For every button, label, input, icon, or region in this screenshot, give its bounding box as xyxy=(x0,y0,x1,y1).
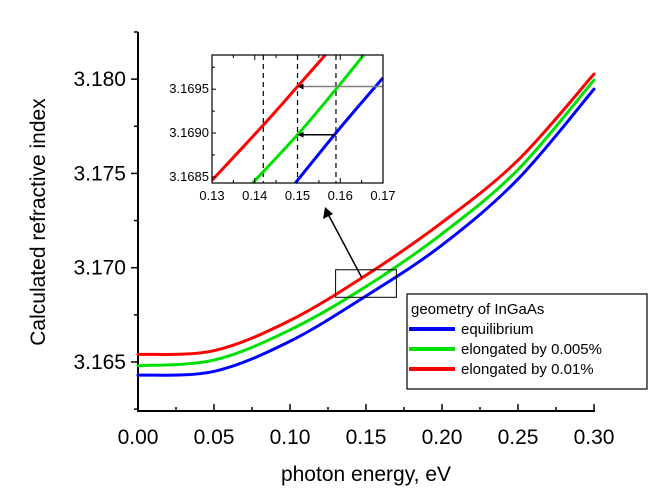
inset-arrow-head xyxy=(297,83,304,90)
x-tick-label: 0.20 xyxy=(422,426,463,449)
y-tick-label: 3.175 xyxy=(73,162,126,185)
inset-arrow-head xyxy=(297,131,304,138)
main-axes: 0.00 0.05 0.10 0.15 0.20 0.25 0.30 3.1653.1703… xyxy=(73,31,615,449)
y-tick-label: 3.180 xyxy=(73,68,126,91)
zoom-arrow-line xyxy=(327,213,363,279)
inset-y-tick-label: 3.1690 xyxy=(169,125,209,140)
inset-y-tick-label: 3.1695 xyxy=(169,81,209,96)
series-line-elongated-by-0-005- xyxy=(136,78,596,368)
y-axis-title: Calculated refractive index xyxy=(27,98,50,346)
y-tick-label: 3.170 xyxy=(73,257,126,280)
inset-y-ticks: 3.1685 3.1690 3.1695 xyxy=(169,66,216,184)
inset-dashed-lines xyxy=(262,55,337,183)
inset-series xyxy=(210,54,385,185)
series-line-equilibrium xyxy=(136,87,596,377)
legend: geometry of InGaAs equilibrium elongated … xyxy=(406,293,648,390)
zoom-arrow-head xyxy=(323,207,333,219)
zoom-arrow xyxy=(323,207,363,279)
x-tick-label: 0.25 xyxy=(498,426,539,449)
legend-label: elongated by 0.01% xyxy=(461,361,594,378)
legend-items: equilibrium elongated by 0.005% elongated … xyxy=(409,321,602,378)
x-tick-label: 0.00 xyxy=(118,426,159,449)
y-ticks: 3.165 3.170 3.175 3.180 xyxy=(73,31,138,410)
inset-x-tick-label: 0.17 xyxy=(370,188,395,203)
x-ticks: 0.00 0.05 0.10 0.15 0.20 0.25 0.30 xyxy=(118,404,615,449)
x-axis-title: photon energy, eV xyxy=(281,463,451,486)
x-tick-label: 0.15 xyxy=(346,426,387,449)
inset-arrows xyxy=(297,83,383,138)
legend-box xyxy=(406,293,648,390)
inset-series-line-elongated-by-0-005- xyxy=(251,54,365,185)
inset-series-line-equilibrium xyxy=(294,76,385,184)
main-series xyxy=(136,72,596,377)
x-tick-label: 0.05 xyxy=(194,426,235,449)
x-tick-label: 0.30 xyxy=(574,426,615,449)
y-tick-label: 3.165 xyxy=(73,351,126,374)
inset-x-ticks: 0.13 0.14 0.15 0.16 0.17 xyxy=(199,55,396,203)
legend-label: elongated by 0.005% xyxy=(461,341,602,358)
zoom-region-box xyxy=(335,269,397,298)
x-tick-label: 0.10 xyxy=(270,426,311,449)
inset-x-tick-label: 0.13 xyxy=(199,188,224,203)
legend-title: geometry of InGaAs xyxy=(411,301,544,318)
series-line-elongated-by-0-01- xyxy=(136,72,596,356)
inset-x-tick-label: 0.16 xyxy=(328,188,353,203)
inset-x-tick-label: 0.14 xyxy=(242,188,267,203)
inset-x-tick-label: 0.15 xyxy=(285,188,310,203)
inset-y-tick-label: 3.1685 xyxy=(169,169,209,184)
inset-series-line-elongated-by-0-01- xyxy=(210,54,327,182)
inset-plot: 0.13 0.14 0.15 0.16 0.17 3.1685 3.1690 3.1695 xyxy=(169,54,396,203)
legend-label: equilibrium xyxy=(461,321,534,338)
